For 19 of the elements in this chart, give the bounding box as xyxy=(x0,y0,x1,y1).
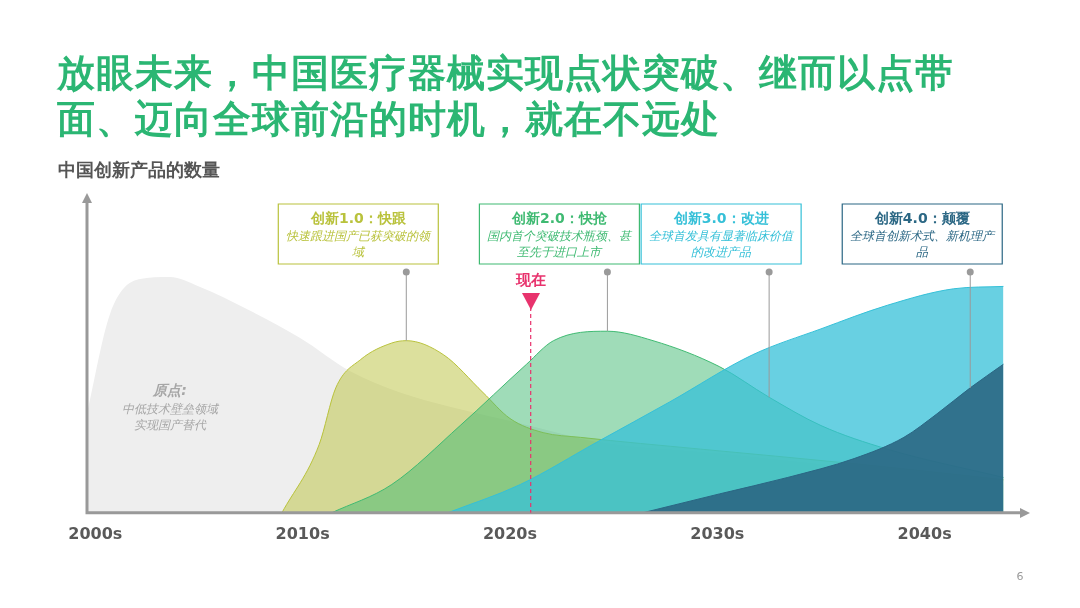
text: 6 xyxy=(1016,570,1024,583)
series-label: 原点: xyxy=(152,381,187,398)
annotation: 国内首个突破技术瓶颈、甚至先于进口上市 xyxy=(487,229,634,259)
x-tick-label: 2020s xyxy=(482,523,537,543)
x-tick-label: 2030s xyxy=(690,523,745,543)
x-tick-label: 2000s xyxy=(68,523,123,543)
chart-title: 放眼未来，中国医疗器械实现点状突破、继而以点带面、迈向全球前沿的时机，就在不远处 xyxy=(57,50,955,142)
annotation: 全球首创新术式、新机理产品 xyxy=(850,229,997,259)
text: 创新2.0：快抢 xyxy=(511,210,608,226)
annotation: 全球首发具有显著临床价值的改进产品 xyxy=(649,229,796,259)
text: 创新3.0：改进 xyxy=(672,210,769,226)
text: 创新1.0：快跟 xyxy=(309,210,407,226)
ref-line-label: 现在 xyxy=(514,271,546,289)
text: 中国创新产品的数量 xyxy=(58,158,220,182)
x-tick-label: 2040s xyxy=(897,523,952,543)
x-tick-label: 2010s xyxy=(275,523,330,543)
text: 创新4.0：颠覆 xyxy=(873,210,970,226)
annotation: 中低技术壁垒领域实现国产替代 xyxy=(121,401,220,432)
annotation: 快速跟进国产已获突破的领域 xyxy=(286,229,433,259)
